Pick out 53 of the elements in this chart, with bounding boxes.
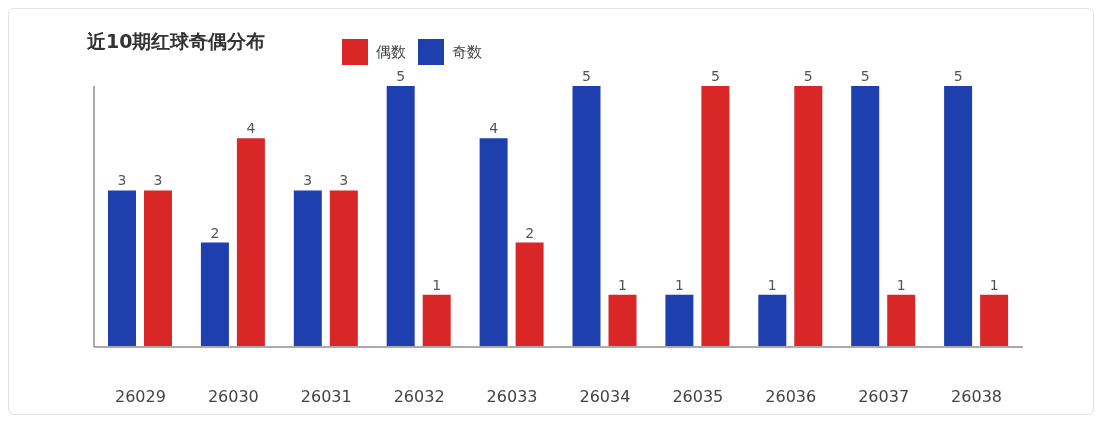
x-tick-label: 26036 [765, 387, 817, 407]
bar [422, 294, 451, 347]
data-label: 3 [339, 172, 349, 189]
x-tick-label: 26030 [207, 387, 259, 407]
data-label: 3 [303, 172, 313, 189]
bar [887, 294, 916, 347]
bar [479, 138, 508, 347]
data-label: 5 [803, 68, 813, 84]
bar [758, 294, 787, 347]
x-tick-label: 26034 [579, 387, 631, 407]
bar [386, 86, 415, 347]
bar [701, 86, 730, 347]
data-label: 1 [674, 276, 684, 293]
bar [944, 86, 973, 347]
data-label: 5 [582, 68, 591, 84]
x-tick-label: 26037 [858, 387, 910, 407]
x-tick-label: 26035 [672, 387, 724, 407]
data-label: 3 [153, 172, 163, 189]
data-label: 5 [953, 68, 963, 84]
x-tick-label: 26033 [486, 387, 538, 407]
data-label: 1 [767, 276, 777, 293]
bar [108, 190, 136, 347]
x-tick-label: 26031 [300, 387, 352, 407]
x-tick-label: 26029 [115, 387, 166, 407]
legend-label: 奇数 [452, 42, 482, 62]
data-label: 1 [989, 276, 999, 293]
data-label: 5 [860, 68, 870, 84]
bar [515, 242, 544, 347]
bar [329, 190, 358, 347]
chart-title: 近10期红球奇偶分布 [87, 29, 266, 54]
data-label: 5 [710, 68, 720, 84]
data-label: 2 [525, 224, 535, 241]
bar [572, 86, 601, 347]
data-label: 5 [396, 68, 406, 84]
bar [293, 190, 322, 347]
x-tick-label: 26032 [393, 387, 445, 407]
legend-label: 偶数 [376, 42, 406, 62]
bar [794, 86, 823, 347]
bar [980, 294, 1009, 347]
bar [200, 242, 229, 347]
data-label: 1 [896, 276, 906, 293]
data-label: 4 [489, 120, 499, 137]
data-label: 4 [246, 120, 256, 137]
data-label: 3 [117, 172, 127, 189]
bar [236, 138, 265, 347]
bar [144, 190, 172, 347]
data-label: 1 [432, 276, 442, 293]
bar [851, 86, 880, 347]
x-tick-label: 26038 [951, 387, 1002, 407]
bar [608, 294, 637, 347]
data-label: 2 [210, 224, 220, 241]
bar [665, 294, 694, 347]
data-label: 1 [618, 276, 627, 293]
